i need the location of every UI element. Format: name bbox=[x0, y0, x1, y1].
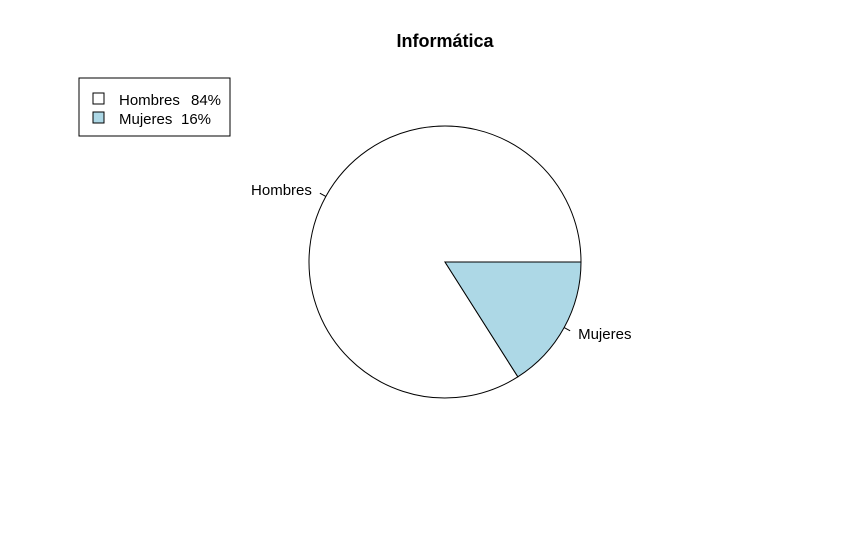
legend-box bbox=[78, 77, 231, 137]
legend-swatch-mujeres bbox=[92, 111, 105, 124]
slice-label-hombres: Hombres bbox=[251, 182, 312, 199]
slice-tick-mujeres bbox=[563, 327, 571, 332]
pie-slices bbox=[308, 125, 582, 399]
legend-percent-hombres: 84% bbox=[191, 92, 221, 109]
slice-label-mujeres: Mujeres bbox=[578, 326, 631, 343]
legend-label-mujeres: Mujeres bbox=[119, 111, 172, 128]
legend: Hombres 84% Mujeres 16% bbox=[78, 77, 231, 137]
legend-swatch-hombres bbox=[92, 92, 105, 105]
legend-label-hombres: Hombres bbox=[119, 92, 180, 109]
legend-percent-mujeres: 16% bbox=[181, 111, 211, 128]
chart-title: Informática bbox=[396, 31, 494, 51]
slice-labels: Hombres Mujeres bbox=[251, 182, 631, 343]
slice-tick-hombres bbox=[319, 192, 327, 197]
pie-slice-mujeres bbox=[444, 261, 582, 378]
